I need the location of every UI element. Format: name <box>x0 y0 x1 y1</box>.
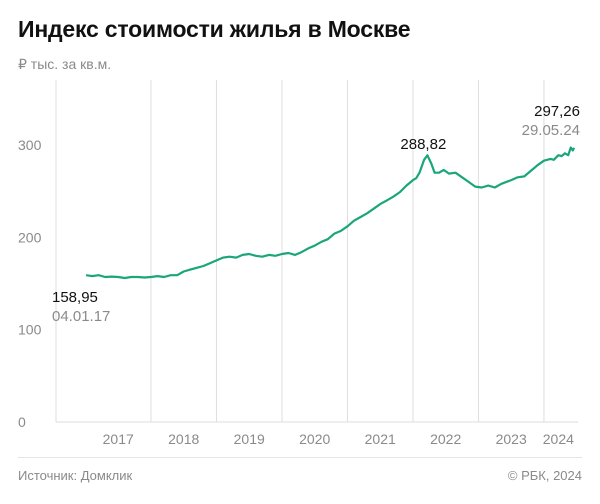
annotation-value: 158,95 <box>52 289 98 306</box>
line-chart: 0 100 200 300 2017 2018 2019 2020 2021 2022 2023 2… <box>18 80 580 447</box>
copyright-text: © РБК, 2024 <box>507 468 582 483</box>
x-tick-label: 2019 <box>234 431 265 447</box>
annotation-date: 29.05.24 <box>522 122 580 139</box>
x-tick-label: 2023 <box>496 431 527 447</box>
x-tick-label: 2022 <box>430 431 461 447</box>
annotation-value: 288,82 <box>400 136 446 153</box>
y-tick-label: 100 <box>18 322 42 338</box>
y-tick-label: 200 <box>18 229 42 245</box>
y-tick-label: 0 <box>18 414 26 430</box>
annotation-date: 04.01.17 <box>52 308 110 325</box>
x-tick-label: 2017 <box>103 431 134 447</box>
x-tick-label: 2021 <box>365 431 396 447</box>
x-tick-label: 2024 <box>543 431 574 447</box>
series-line <box>85 146 576 280</box>
unit-label: ₽ тыс. за кв.м. <box>18 56 112 72</box>
y-tick-label: 300 <box>18 137 42 153</box>
source-text: Источник: Домклик <box>18 468 133 483</box>
chart-title: Индекс стоимости жилья в Москве <box>18 16 411 42</box>
annotation-value: 297,26 <box>534 103 580 120</box>
x-tick-label: 2018 <box>168 431 199 447</box>
x-tick-label: 2020 <box>299 431 330 447</box>
footer-divider <box>18 457 582 458</box>
